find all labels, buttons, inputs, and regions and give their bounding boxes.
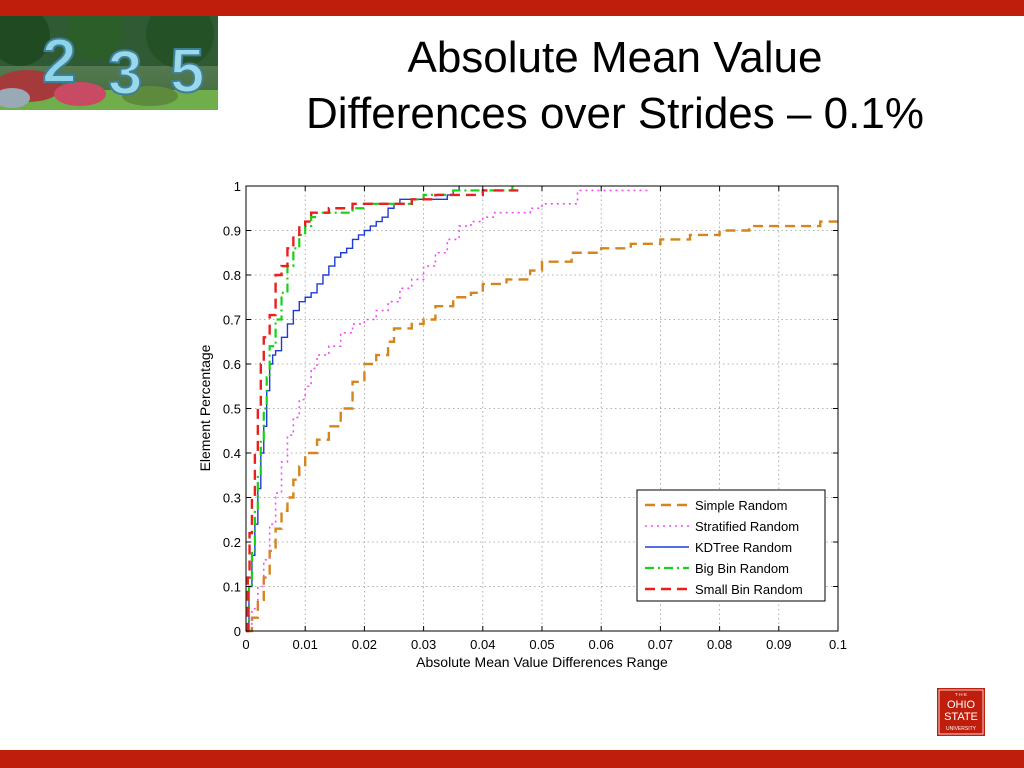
y-tick-label: 0 xyxy=(234,624,241,639)
photo-digit-3: 5 xyxy=(170,37,204,106)
series-line-small-bin-random xyxy=(246,189,519,633)
series-line-kdtree-random xyxy=(246,186,460,632)
y-tick-label: 0.6 xyxy=(223,357,241,372)
y-tick-label: 0.3 xyxy=(223,491,241,506)
slide-title: Absolute Mean Value Differences over Str… xyxy=(230,30,1000,142)
x-tick-label: 0.09 xyxy=(766,637,791,652)
y-tick-label: 0.8 xyxy=(223,268,241,283)
x-tick-label: 0.01 xyxy=(293,637,318,652)
logo-university: UNIVERSITY xyxy=(946,726,977,732)
campus-photo: 2 3 5 xyxy=(0,16,218,110)
cdf-line-chart: 0 0.01 0.02 0.03 0.04 0.05 0.06 0.07 0.08 0.09 0.1… xyxy=(197,179,847,670)
x-tick-label: 0.1 xyxy=(829,637,847,652)
legend-label: KDTree Random xyxy=(695,540,792,555)
y-tick-label: 0.5 xyxy=(223,402,241,417)
legend-label: Small Bin Random xyxy=(695,582,803,597)
y-axis-label: Element Percentage xyxy=(197,344,213,471)
ohio-state-logo: T·H·E OHIO STATE UNIVERSITY xyxy=(937,688,985,736)
slide-title-line-2: Differences over Strides – 0.1% xyxy=(306,89,924,138)
x-tick-label: 0.02 xyxy=(352,637,377,652)
x-tick-label: 0.06 xyxy=(589,637,614,652)
x-tick-label: 0.04 xyxy=(470,637,495,652)
ohio-state-logo-art: T·H·E OHIO STATE UNIVERSITY xyxy=(937,688,985,736)
x-tick-label: 0 xyxy=(242,637,249,652)
y-tick-label: 0.7 xyxy=(223,313,241,328)
x-tick-label: 0.03 xyxy=(411,637,436,652)
axis-ticks: 0 0.01 0.02 0.03 0.04 0.05 0.06 0.07 0.08 0.09 0.1… xyxy=(223,179,847,652)
legend-label: Simple Random xyxy=(695,498,788,513)
x-axis-label: Absolute Mean Value Differences Range xyxy=(416,654,668,670)
x-tick-label: 0.08 xyxy=(707,637,732,652)
top-accent-bar xyxy=(0,0,1024,16)
legend-box xyxy=(636,489,826,602)
logo-ohio: OHIO xyxy=(947,699,976,711)
photo-digit-1: 2 xyxy=(42,27,76,96)
y-tick-label: 0.4 xyxy=(223,446,241,461)
photo-digit-2: 3 xyxy=(108,39,142,108)
x-tick-label: 0.07 xyxy=(648,637,673,652)
series-lines xyxy=(246,186,838,633)
y-tick-label: 0.9 xyxy=(223,224,241,239)
legend-label: Big Bin Random xyxy=(695,561,789,576)
y-tick-label: 1 xyxy=(234,179,241,194)
logo-state: STATE xyxy=(944,711,978,723)
legend: Simple Random Stratified Random KDTree Ran… xyxy=(636,489,826,602)
campus-photo-art: 2 3 5 xyxy=(0,16,218,110)
bottom-accent-bar xyxy=(0,750,1024,768)
legend-label: Stratified Random xyxy=(695,519,799,534)
y-tick-label: 0.2 xyxy=(223,535,241,550)
slide-title-line-1: Absolute Mean Value xyxy=(407,33,823,82)
logo-the: T·H·E xyxy=(955,692,967,697)
y-tick-label: 0.1 xyxy=(223,580,241,595)
x-tick-label: 0.05 xyxy=(529,637,554,652)
